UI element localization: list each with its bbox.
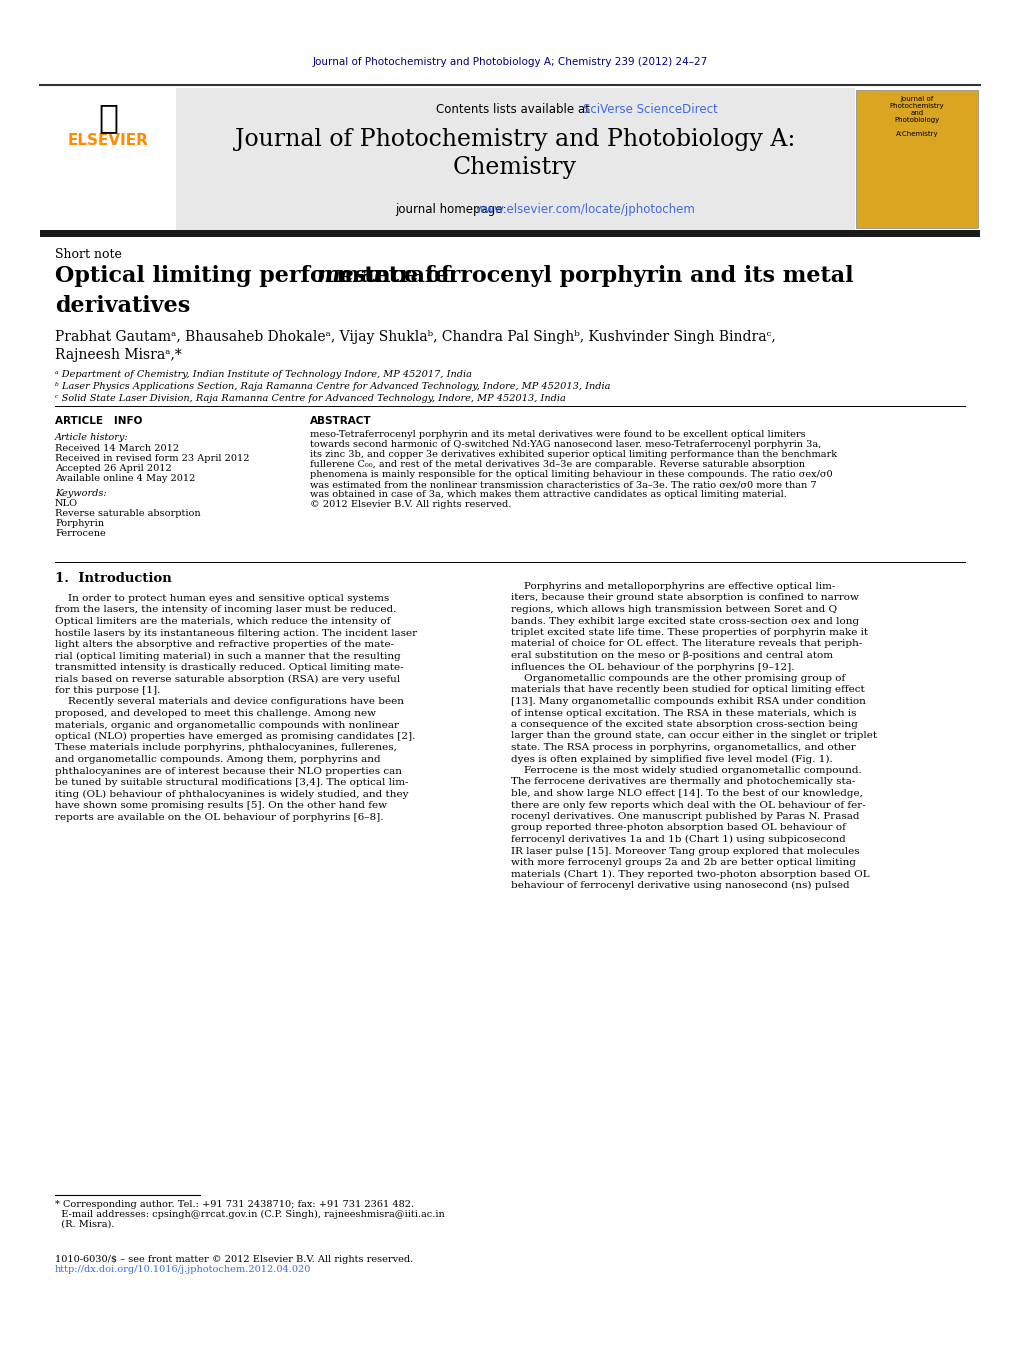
Text: These materials include porphyrins, phthalocyanines, fullerenes,: These materials include porphyrins, phth… [55, 743, 397, 753]
Text: material of choice for OL effect. The literature reveals that periph-: material of choice for OL effect. The li… [510, 639, 863, 648]
Text: ABSTRACT: ABSTRACT [310, 416, 372, 426]
Text: was estimated from the nonlinear transmission characteristics of 3a–3e. The rati: was estimated from the nonlinear transmi… [310, 480, 817, 489]
Text: there are only few reports which deal with the OL behaviour of fer-: there are only few reports which deal wi… [510, 801, 866, 809]
Text: www.elsevier.com/locate/jphotochem: www.elsevier.com/locate/jphotochem [475, 203, 695, 216]
Text: Optical limiters are the materials, which reduce the intensity of: Optical limiters are the materials, whic… [55, 617, 390, 626]
Text: bands. They exhibit large excited state cross-section σex and long: bands. They exhibit large excited state … [510, 616, 859, 626]
Text: ferrocenyl derivatives 1a and 1b (Chart 1) using subpicosecond: ferrocenyl derivatives 1a and 1b (Chart … [510, 835, 845, 844]
Bar [856, 91, 978, 228]
Text: Organometallic compounds are the other promising group of: Organometallic compounds are the other p… [510, 674, 845, 684]
Text: NLO: NLO [55, 499, 78, 508]
Text: and organometallic compounds. Among them, porphyrins and: and organometallic compounds. Among them… [55, 755, 381, 765]
Text: influences the OL behaviour of the porphyrins [9–12].: influences the OL behaviour of the porph… [510, 662, 794, 671]
Text: rials based on reverse saturable absorption (RSA) are very useful: rials based on reverse saturable absorpt… [55, 674, 400, 684]
Text: Chemistry: Chemistry [453, 155, 577, 178]
Text: Keywords:: Keywords: [55, 489, 106, 499]
Text: Received in revised form 23 April 2012: Received in revised form 23 April 2012 [55, 454, 249, 463]
Text: © 2012 Elsevier B.V. All rights reserved.: © 2012 Elsevier B.V. All rights reserved… [310, 500, 512, 509]
Text: Contents lists available at: Contents lists available at [436, 103, 594, 116]
Text: * Corresponding author. Tel.: +91 731 2438710; fax: +91 731 2361 482.: * Corresponding author. Tel.: +91 731 24… [55, 1200, 415, 1209]
Text: materials that have recently been studied for optical limiting effect: materials that have recently been studie… [510, 685, 865, 694]
Text: dyes is often explained by simplified five level model (Fig. 1).: dyes is often explained by simplified fi… [510, 754, 833, 763]
Text: iters, because their ground state absorption is confined to narrow: iters, because their ground state absorp… [510, 593, 859, 603]
Text: towards second harmonic of Q-switched Nd:YAG nanosecond laser. meso-Tetraferroce: towards second harmonic of Q-switched Nd… [310, 440, 821, 449]
Text: Short note: Short note [55, 249, 121, 261]
Text: Journal of
Photochemistry
and
Photobiology

A:Chemistry: Journal of Photochemistry and Photobiolo… [889, 96, 944, 136]
Text: was obtained in case of 3a, which makes them attractive candidates as optical li: was obtained in case of 3a, which makes … [310, 490, 787, 499]
Text: fullerene C₀₀, and rest of the metal derivatives 3d–3e are comparable. Reverse s: fullerene C₀₀, and rest of the metal der… [310, 459, 805, 469]
Bar [40, 230, 980, 236]
Text: state. The RSA process in porphyrins, organometallics, and other: state. The RSA process in porphyrins, or… [510, 743, 856, 753]
Text: rial (optical limiting material) in such a manner that the resulting: rial (optical limiting material) in such… [55, 651, 401, 661]
Text: ARTICLE   INFO: ARTICLE INFO [55, 416, 142, 426]
Text: reports are available on the OL behaviour of porphyrins [6–8].: reports are available on the OL behaviou… [55, 812, 384, 821]
Text: for this purpose [1].: for this purpose [1]. [55, 686, 160, 694]
Text: Optical limiting performance of: Optical limiting performance of [55, 265, 458, 286]
Text: Journal of Photochemistry and Photobiology A; Chemistry 239 (2012) 24–27: Journal of Photochemistry and Photobiolo… [312, 57, 709, 68]
Text: 1010-6030/$ – see front matter © 2012 Elsevier B.V. All rights reserved.: 1010-6030/$ – see front matter © 2012 El… [55, 1255, 414, 1265]
Text: Accepted 26 April 2012: Accepted 26 April 2012 [55, 463, 172, 473]
Text: ᵇ Laser Physics Applications Section, Raja Ramanna Centre for Advanced Technolog: ᵇ Laser Physics Applications Section, Ra… [55, 382, 611, 390]
Text: Porphyrins and metalloporphyrins are effective optical lim-: Porphyrins and metalloporphyrins are eff… [510, 582, 835, 590]
Text: with more ferrocenyl groups 2a and 2b are better optical limiting: with more ferrocenyl groups 2a and 2b ar… [510, 858, 856, 867]
Text: [13]. Many organometallic compounds exhibit RSA under condition: [13]. Many organometallic compounds exhi… [510, 697, 866, 707]
Text: from the lasers, the intensity of incoming laser must be reduced.: from the lasers, the intensity of incomi… [55, 605, 396, 615]
Text: ble, and show large NLO effect [14]. To the best of our knowledge,: ble, and show large NLO effect [14]. To … [510, 789, 863, 798]
Text: IR laser pulse [15]. Moreover Tang group explored that molecules: IR laser pulse [15]. Moreover Tang group… [510, 847, 860, 855]
Text: E-mail addresses: cpsingh@rrcat.gov.in (C.P. Singh), rajneeshmisra@iiti.ac.in: E-mail addresses: cpsingh@rrcat.gov.in (… [55, 1210, 445, 1219]
Text: iting (OL) behaviour of phthalocyanines is widely studied, and they: iting (OL) behaviour of phthalocyanines … [55, 789, 408, 798]
Bar [40, 88, 176, 230]
Text: ELSEVIER: ELSEVIER [67, 132, 148, 149]
Text: meso: meso [317, 265, 382, 286]
Text: eral substitution on the meso or β-positions and central atom: eral substitution on the meso or β-posit… [510, 651, 833, 661]
Text: Reverse saturable absorption: Reverse saturable absorption [55, 509, 200, 517]
Text: phthalocyanines are of interest because their NLO properties can: phthalocyanines are of interest because … [55, 766, 402, 775]
Text: Rajneesh Misraᵃ,*: Rajneesh Misraᵃ,* [55, 349, 182, 362]
Text: Porphyrin: Porphyrin [55, 519, 104, 528]
Text: rocenyl derivatives. One manuscript published by Paras N. Prasad: rocenyl derivatives. One manuscript publ… [510, 812, 860, 821]
Text: 1.  Introduction: 1. Introduction [55, 571, 172, 585]
Text: have shown some promising results [5]. On the other hand few: have shown some promising results [5]. O… [55, 801, 387, 811]
Text: The ferrocene derivatives are thermally and photochemically sta-: The ferrocene derivatives are thermally … [510, 777, 856, 786]
Text: light alters the absorptive and refractive properties of the mate-: light alters the absorptive and refracti… [55, 640, 394, 648]
Text: ᵃ Department of Chemistry, Indian Institute of Technology Indore, MP 452017, Ind: ᵃ Department of Chemistry, Indian Instit… [55, 370, 472, 380]
Text: larger than the ground state, can occur either in the singlet or triplet: larger than the ground state, can occur … [510, 731, 877, 740]
Text: meso-Tetraferrocenyl porphyrin and its metal derivatives were found to be excell: meso-Tetraferrocenyl porphyrin and its m… [310, 430, 806, 439]
Text: Received 14 March 2012: Received 14 March 2012 [55, 444, 179, 453]
Text: Recently several materials and device configurations have been: Recently several materials and device co… [55, 697, 404, 707]
Bar [175, 88, 855, 230]
Text: group reported three-photon absorption based OL behaviour of: group reported three-photon absorption b… [510, 824, 845, 832]
Text: materials (Chart 1). They reported two-photon absorption based OL: materials (Chart 1). They reported two-p… [510, 870, 870, 878]
Text: (R. Misra).: (R. Misra). [55, 1220, 114, 1229]
Text: materials, organic and organometallic compounds with nonlinear: materials, organic and organometallic co… [55, 720, 399, 730]
Text: a consequence of the excited state absorption cross-section being: a consequence of the excited state absor… [510, 720, 858, 730]
Text: triplet excited state life time. These properties of porphyrin make it: triplet excited state life time. These p… [510, 628, 868, 638]
Text: be tuned by suitable structural modifications [3,4]. The optical lim-: be tuned by suitable structural modifica… [55, 778, 408, 788]
Text: behaviour of ferrocenyl derivative using nanosecond (ns) pulsed: behaviour of ferrocenyl derivative using… [510, 881, 849, 890]
Text: Prabhat Gautamᵃ, Bhausaheb Dhokaleᵃ, Vijay Shuklaᵇ, Chandra Pal Singhᵇ, Kushvind: Prabhat Gautamᵃ, Bhausaheb Dhokaleᵃ, Vij… [55, 330, 776, 345]
Text: Journal of Photochemistry and Photobiology A:: Journal of Photochemistry and Photobiolo… [235, 128, 795, 151]
Text: Ferrocene is the most widely studied organometallic compound.: Ferrocene is the most widely studied org… [510, 766, 862, 775]
Text: of intense optical excitation. The RSA in these materials, which is: of intense optical excitation. The RSA i… [510, 708, 857, 717]
Text: transmitted intensity is drastically reduced. Optical limiting mate-: transmitted intensity is drastically red… [55, 663, 403, 671]
Text: http://dx.doi.org/10.1016/j.jphotochem.2012.04.020: http://dx.doi.org/10.1016/j.jphotochem.2… [55, 1265, 311, 1274]
Text: Available online 4 May 2012: Available online 4 May 2012 [55, 474, 195, 484]
Text: In order to protect human eyes and sensitive optical systems: In order to protect human eyes and sensi… [55, 594, 389, 603]
Text: journal homepage:: journal homepage: [395, 203, 510, 216]
Text: Ferrocene: Ferrocene [55, 530, 106, 538]
Text: optical (NLO) properties have emerged as promising candidates [2].: optical (NLO) properties have emerged as… [55, 732, 416, 742]
Text: derivatives: derivatives [55, 295, 190, 317]
Text: phenomena is mainly responsible for the optical limiting behaviour in these comp: phenomena is mainly responsible for the … [310, 470, 832, 480]
Text: regions, which allows high transmission between Soret and Q: regions, which allows high transmission … [510, 605, 837, 613]
Text: ᶜ Solid State Laser Division, Raja Ramanna Centre for Advanced Technology, Indor: ᶜ Solid State Laser Division, Raja Raman… [55, 394, 566, 403]
Text: its zinc 3b, and copper 3e derivatives exhibited superior optical limiting perfo: its zinc 3b, and copper 3e derivatives e… [310, 450, 837, 459]
Bar [50, 91, 166, 142]
Text: SciVerse ScienceDirect: SciVerse ScienceDirect [583, 103, 718, 116]
Text: proposed, and developed to meet this challenge. Among new: proposed, and developed to meet this cha… [55, 709, 376, 717]
Text: hostile lasers by its instantaneous filtering action. The incident laser: hostile lasers by its instantaneous filt… [55, 628, 418, 638]
Text: -tetraferrocenyl porphyrin and its metal: -tetraferrocenyl porphyrin and its metal [355, 265, 854, 286]
Text: Article history:: Article history: [55, 434, 129, 442]
Text: 🌲: 🌲 [98, 101, 118, 135]
